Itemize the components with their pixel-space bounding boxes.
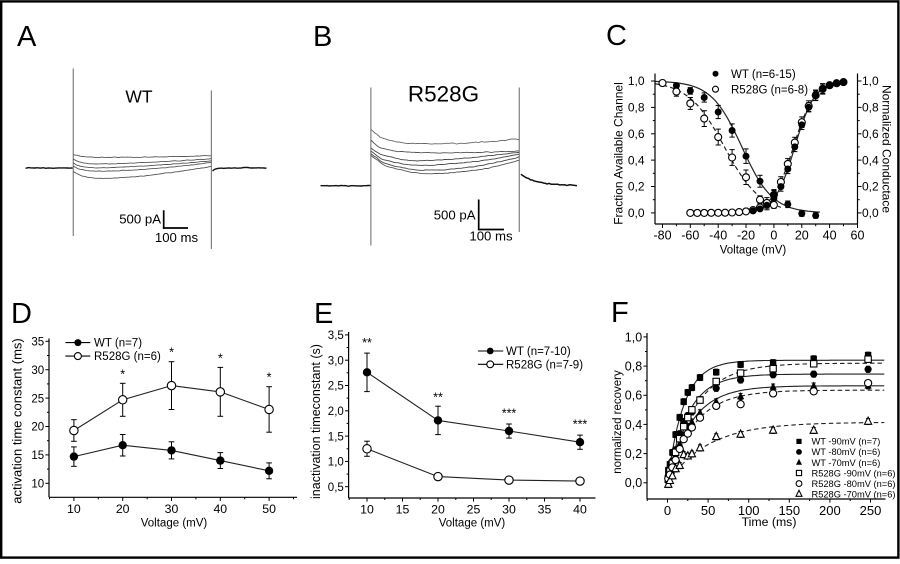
svg-text:1,5: 1,5 — [328, 431, 344, 443]
svg-text:-60: -60 — [681, 228, 699, 242]
svg-text:60: 60 — [851, 228, 865, 242]
svg-text:WT (n=6-15): WT (n=6-15) — [731, 69, 796, 81]
svg-text:250: 250 — [860, 503, 882, 518]
svg-text:10: 10 — [31, 479, 44, 491]
svg-text:0,0: 0,0 — [625, 476, 642, 490]
svg-text:150: 150 — [778, 503, 800, 518]
svg-text:0: 0 — [664, 503, 671, 518]
svg-text:200: 200 — [819, 503, 841, 518]
svg-text:0,0: 0,0 — [628, 206, 645, 220]
svg-text:1,0: 1,0 — [628, 74, 645, 88]
svg-text:-20: -20 — [737, 228, 755, 242]
svg-text:0,2: 0,2 — [625, 447, 642, 461]
svg-text:R528G (n=7-9): R528G (n=7-9) — [506, 359, 583, 371]
svg-text:R528G -90mV (n=6): R528G -90mV (n=6) — [812, 468, 896, 478]
svg-text:0,0: 0,0 — [862, 206, 879, 220]
svg-text:0,4: 0,4 — [628, 153, 645, 167]
svg-text:3,0: 3,0 — [328, 355, 344, 367]
svg-text:0,4: 0,4 — [862, 153, 879, 167]
svg-text:0,8: 0,8 — [628, 101, 645, 115]
svg-text:0,2: 0,2 — [862, 180, 879, 194]
svg-text:activation time constant (ms): activation time constant (ms) — [10, 338, 25, 503]
svg-text:35: 35 — [538, 503, 552, 517]
svg-text:C: C — [606, 20, 627, 52]
svg-text:25: 25 — [467, 503, 481, 517]
svg-text:20: 20 — [31, 422, 44, 434]
svg-text:***: *** — [573, 418, 588, 432]
svg-text:Normalized Conductace: Normalized Conductace — [880, 85, 894, 213]
svg-text:-80: -80 — [653, 228, 671, 242]
svg-text:1,0: 1,0 — [625, 330, 642, 344]
svg-text:30: 30 — [502, 503, 516, 517]
svg-text:*: * — [120, 367, 125, 381]
svg-text:40: 40 — [213, 502, 227, 516]
svg-text:-40: -40 — [709, 228, 727, 242]
svg-text:A: A — [17, 21, 37, 53]
svg-text:2,5: 2,5 — [328, 381, 344, 393]
svg-text:0,6: 0,6 — [625, 389, 642, 403]
svg-text:**: ** — [362, 336, 372, 350]
svg-text:WT -70mV (n=6): WT -70mV (n=6) — [812, 458, 881, 468]
svg-text:F: F — [611, 297, 629, 329]
svg-text:**: ** — [433, 391, 443, 405]
svg-text:20: 20 — [431, 503, 445, 517]
svg-text:*: * — [267, 371, 272, 385]
svg-text:inactivation timeconstant (s): inactivation timeconstant (s) — [309, 344, 323, 499]
svg-text:0,2: 0,2 — [628, 180, 645, 194]
svg-text:Voltage (mV): Voltage (mV) — [720, 245, 787, 257]
svg-text:30: 30 — [165, 502, 179, 516]
svg-text:*: * — [218, 351, 223, 365]
svg-text:0,6: 0,6 — [628, 127, 645, 141]
svg-text:0,8: 0,8 — [625, 360, 642, 374]
svg-text:WT -80mV (n=6): WT -80mV (n=6) — [812, 447, 881, 457]
svg-text:0,8: 0,8 — [862, 101, 879, 115]
svg-text:WT: WT — [125, 87, 153, 107]
svg-text:WT (n=7): WT (n=7) — [94, 338, 142, 350]
svg-text:10: 10 — [360, 503, 374, 517]
svg-text:WT (n=7-10): WT (n=7-10) — [506, 346, 571, 358]
svg-text:10: 10 — [67, 502, 81, 516]
svg-text:50: 50 — [701, 503, 715, 518]
svg-text:1,0: 1,0 — [862, 74, 879, 88]
svg-text:R528G (n=6): R528G (n=6) — [94, 351, 161, 363]
svg-text:0,5: 0,5 — [328, 482, 344, 494]
svg-text:1,0: 1,0 — [328, 457, 344, 469]
svg-text:50: 50 — [262, 502, 276, 516]
svg-text:15: 15 — [396, 503, 410, 517]
svg-text:40: 40 — [823, 228, 837, 242]
svg-text:E: E — [314, 298, 333, 330]
svg-text:Time (ms): Time (ms) — [742, 515, 797, 529]
svg-text:35: 35 — [31, 337, 44, 349]
svg-text:Voltage (mV): Voltage (mV) — [141, 517, 208, 529]
svg-text:D: D — [11, 298, 32, 330]
svg-text:20: 20 — [116, 502, 130, 516]
svg-text:100 ms: 100 ms — [469, 229, 513, 244]
svg-text:normalized recovery: normalized recovery — [612, 370, 624, 474]
svg-text:*: * — [169, 346, 174, 360]
svg-text:***: *** — [502, 407, 517, 421]
svg-text:40: 40 — [573, 503, 587, 517]
svg-text:20: 20 — [795, 228, 809, 242]
svg-text:R528G: R528G — [408, 81, 479, 106]
svg-text:0,4: 0,4 — [625, 418, 642, 432]
svg-text:2,0: 2,0 — [328, 406, 344, 418]
svg-text:Voltage (mV): Voltage (mV) — [439, 517, 506, 529]
svg-text:R528G (n=6-8): R528G (n=6-8) — [731, 85, 808, 97]
svg-text:100 ms: 100 ms — [155, 230, 199, 245]
svg-text:25: 25 — [31, 393, 44, 405]
svg-text:Fraction Available Channel: Fraction Available Channel — [612, 82, 626, 225]
svg-text:30: 30 — [31, 365, 44, 377]
svg-text:0: 0 — [770, 228, 777, 242]
svg-text:3,5: 3,5 — [328, 330, 344, 342]
svg-text:15: 15 — [31, 450, 44, 462]
svg-text:500 pA: 500 pA — [434, 208, 476, 223]
svg-text:100: 100 — [738, 503, 760, 518]
svg-text:WT -90mV (n=7): WT -90mV (n=7) — [812, 437, 881, 447]
svg-text:B: B — [313, 21, 332, 53]
svg-text:500 pA: 500 pA — [119, 211, 161, 226]
svg-text:R528G -70mV (n=6): R528G -70mV (n=6) — [812, 489, 896, 499]
svg-text:R528G -80mV (n=6): R528G -80mV (n=6) — [812, 479, 896, 489]
svg-text:0,6: 0,6 — [862, 127, 879, 141]
